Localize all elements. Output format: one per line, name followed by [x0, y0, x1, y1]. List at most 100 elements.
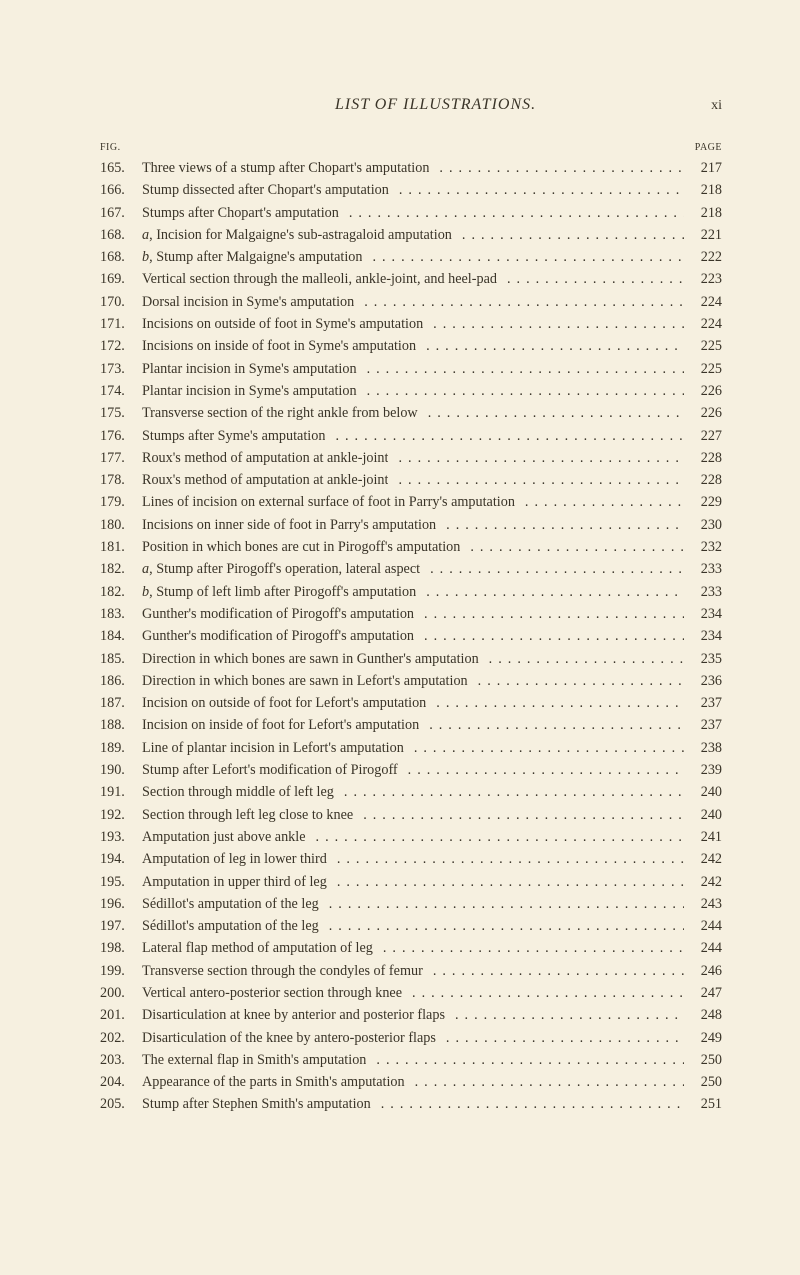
description-wrapper: Stumps after Chopart's amputation.......… [142, 202, 684, 224]
description-text: Plantar incision in Syme's amputation [142, 380, 357, 402]
figure-number: 182. [100, 558, 142, 580]
leader-dots: ........................................ [402, 982, 684, 1004]
leader-dots: ........................................ [479, 648, 684, 670]
leader-dots: ........................................ [319, 893, 684, 915]
figure-number: 198. [100, 937, 142, 959]
description-wrapper: Vertical section through the malleoli, a… [142, 268, 684, 290]
figure-number: 187. [100, 692, 142, 714]
figure-number: 204. [100, 1071, 142, 1093]
page-number: 233 [684, 558, 722, 580]
page-number: 249 [684, 1027, 722, 1049]
list-item: 186.Direction in which bones are sawn in… [100, 670, 722, 692]
list-item: 170.Dorsal incision in Syme's amputation… [100, 291, 722, 313]
page-number: 250 [684, 1071, 722, 1093]
description-text: Appearance of the parts in Smith's amput… [142, 1071, 405, 1093]
page-number: 225 [684, 335, 722, 357]
figure-number: 192. [100, 804, 142, 826]
page-number: 244 [684, 937, 722, 959]
page-number-roman: xi [711, 98, 722, 114]
page-number: 242 [684, 871, 722, 893]
page-number: 227 [684, 425, 722, 447]
description-wrapper: Section through left leg close to knee..… [142, 804, 684, 826]
page-number: 230 [684, 514, 722, 536]
description-text: Incisions on inside of foot in Syme's am… [142, 335, 416, 357]
list-item: 190.Stump after Lefort's modification of… [100, 759, 722, 781]
description-wrapper: Lines of incision on external surface of… [142, 491, 684, 513]
figure-number: 177. [100, 447, 142, 469]
description-text: Stumps after Syme's amputation [142, 425, 325, 447]
description-text: Vertical section through the malleoli, a… [142, 268, 497, 290]
description-text: Lines of incision on external surface of… [142, 491, 515, 513]
page-number: 226 [684, 380, 722, 402]
description-text: a, Stump after Pirogoff's operation, lat… [142, 558, 420, 580]
list-item: 202.Disarticulation of the knee by anter… [100, 1027, 722, 1049]
description-text: Section through middle of left leg [142, 781, 334, 803]
list-item: 191.Section through middle of left leg..… [100, 781, 722, 803]
page-number: 229 [684, 491, 722, 513]
description-wrapper: Amputation just above ankle.............… [142, 826, 684, 848]
list-item: 205.Stump after Stephen Smith's amputati… [100, 1093, 722, 1115]
description-text: Amputation just above ankle [142, 826, 306, 848]
figure-number: 169. [100, 268, 142, 290]
description-text: Stump dissected after Chopart's amputati… [142, 179, 389, 201]
figure-number: 184. [100, 625, 142, 647]
description-wrapper: Lateral flap method of amputation of leg… [142, 937, 684, 959]
figure-number: 200. [100, 982, 142, 1004]
leader-dots: ........................................ [468, 670, 684, 692]
description-text: Stump after Stephen Smith's amputation [142, 1093, 371, 1115]
figure-number: 165. [100, 157, 142, 179]
page-number: 240 [684, 804, 722, 826]
figure-number: 196. [100, 893, 142, 915]
leader-dots: ........................................ [460, 536, 684, 558]
description-wrapper: Stump dissected after Chopart's amputati… [142, 179, 684, 201]
list-item: 200.Vertical antero-posterior section th… [100, 982, 722, 1004]
page-number: 242 [684, 848, 722, 870]
list-item: 180.Incisions on inner side of foot in P… [100, 514, 722, 536]
description-text: Stump after Lefort's modification of Pir… [142, 759, 398, 781]
list-item: 177.Roux's method of amputation at ankle… [100, 447, 722, 469]
description-wrapper: Sédillot's amputation of the leg........… [142, 893, 684, 915]
figure-number: 183. [100, 603, 142, 625]
page-number: 237 [684, 692, 722, 714]
figure-number: 179. [100, 491, 142, 513]
list-item: 193.Amputation just above ankle.........… [100, 826, 722, 848]
description-wrapper: Appearance of the parts in Smith's amput… [142, 1071, 684, 1093]
leader-dots: ........................................ [357, 358, 684, 380]
page-number: 250 [684, 1049, 722, 1071]
list-item: 188.Incision on inside of foot for Lefor… [100, 714, 722, 736]
description-text: Disarticulation of the knee by antero-po… [142, 1027, 436, 1049]
description-text: Incisions on outside of foot in Syme's a… [142, 313, 423, 335]
leader-dots: ........................................ [452, 224, 684, 246]
list-item: 175.Transverse section of the right ankl… [100, 402, 722, 424]
description-text: Direction in which bones are sawn in Lef… [142, 670, 468, 692]
list-item: 174.Plantar incision in Syme's amputatio… [100, 380, 722, 402]
description-text: Dorsal incision in Syme's amputation [142, 291, 354, 313]
description-wrapper: Incisions on outside of foot in Syme's a… [142, 313, 684, 335]
list-item: 167.Stumps after Chopart's amputation...… [100, 202, 722, 224]
page-number: 234 [684, 625, 722, 647]
list-item: 197.Sédillot's amputation of the leg....… [100, 915, 722, 937]
description-text: b, Stump after Malgaigne's amputation [142, 246, 362, 268]
page-number: 226 [684, 402, 722, 424]
page-number: 235 [684, 648, 722, 670]
leader-dots: ........................................ [414, 603, 684, 625]
leader-dots: ........................................ [306, 826, 684, 848]
illustration-list: 165.Three views of a stump after Chopart… [100, 157, 722, 1116]
page-number: 251 [684, 1093, 722, 1115]
leader-dots: ........................................ [327, 848, 684, 870]
figure-number: 167. [100, 202, 142, 224]
list-item: 198.Lateral flap method of amputation of… [100, 937, 722, 959]
leader-dots: ........................................ [354, 291, 684, 313]
figure-number: 168. [100, 246, 142, 268]
list-item: 195.Amputation in upper third of leg....… [100, 871, 722, 893]
leader-dots: ........................................ [373, 937, 684, 959]
description-text: Section through left leg close to knee [142, 804, 353, 826]
figure-number: 182. [100, 581, 142, 603]
description-wrapper: Incisions on inner side of foot in Parry… [142, 514, 684, 536]
page-number: 244 [684, 915, 722, 937]
list-item: 189.Line of plantar incision in Lefort's… [100, 737, 722, 759]
page-number: 236 [684, 670, 722, 692]
description-wrapper: Section through middle of left leg......… [142, 781, 684, 803]
figure-number: 186. [100, 670, 142, 692]
leader-dots: ........................................ [515, 491, 684, 513]
